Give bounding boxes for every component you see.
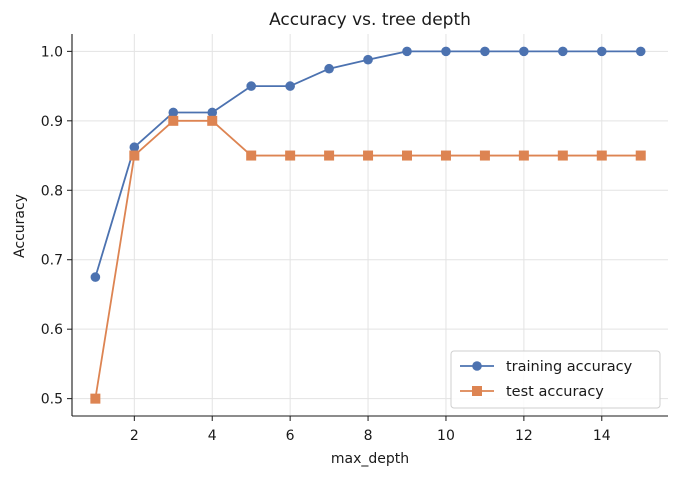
data-point xyxy=(324,63,334,74)
data-point xyxy=(441,46,451,57)
y-axis-ticks: 0.5 0.6 0.7 0.8 0.9 1.0 xyxy=(41,44,72,408)
legend-entry: test accuracy xyxy=(460,384,604,400)
data-point xyxy=(480,46,490,57)
data-point xyxy=(596,150,607,161)
chart-title: Accuracy vs. tree depth xyxy=(269,10,471,30)
legend-label: test accuracy xyxy=(506,384,604,400)
data-point xyxy=(519,46,529,57)
data-point xyxy=(479,150,490,161)
data-point xyxy=(518,150,529,161)
data-point xyxy=(168,107,179,118)
x-tick-label: 2 xyxy=(130,428,139,444)
legend-marker xyxy=(472,386,482,396)
legend-box xyxy=(450,350,661,409)
data-point xyxy=(558,46,568,57)
axes xyxy=(71,34,668,417)
data-point xyxy=(557,150,568,161)
legend-entry: training accuracy xyxy=(460,359,633,375)
data-point xyxy=(207,115,218,126)
data-point xyxy=(285,150,296,161)
data-point xyxy=(635,150,646,161)
x-tick-label: 6 xyxy=(286,428,295,444)
data-point xyxy=(363,150,374,161)
data-point xyxy=(129,142,140,153)
y-axis-label: Accuracy xyxy=(12,194,28,258)
legend-label: training accuracy xyxy=(506,359,633,375)
x-axis-label: max_depth xyxy=(331,451,409,467)
series-training-accuracy xyxy=(90,46,646,282)
x-tick-label: 8 xyxy=(364,428,373,444)
plot-series xyxy=(90,46,646,404)
data-point xyxy=(324,150,335,161)
data-point xyxy=(402,46,412,57)
data-point xyxy=(90,393,101,404)
data-point xyxy=(129,150,140,161)
data-point xyxy=(285,81,295,91)
legend: training accuracy test accuracy xyxy=(450,350,661,409)
data-point xyxy=(363,54,373,65)
y-tick-label: 1.0 xyxy=(41,44,63,60)
x-tick-label: 12 xyxy=(515,428,533,444)
data-point xyxy=(246,150,257,161)
data-point xyxy=(90,272,101,282)
x-tick-label: 4 xyxy=(208,428,217,444)
y-tick-label: 0.6 xyxy=(41,322,63,338)
y-tick-label: 0.7 xyxy=(41,253,63,269)
data-point xyxy=(635,46,646,57)
x-tick-label: 10 xyxy=(437,428,455,444)
data-point xyxy=(402,150,413,161)
y-tick-label: 0.9 xyxy=(41,114,63,130)
data-point xyxy=(596,46,607,57)
y-tick-label: 0.5 xyxy=(41,392,63,408)
x-axis-ticks: 2 4 6 8 10 12 14 xyxy=(130,416,611,444)
data-point xyxy=(440,150,451,161)
data-point xyxy=(207,107,218,118)
legend-marker xyxy=(472,361,482,371)
series-test-accuracy xyxy=(90,115,646,404)
data-point xyxy=(168,115,179,126)
x-tick-label: 14 xyxy=(593,428,611,444)
y-tick-label: 0.8 xyxy=(41,183,63,199)
data-point xyxy=(246,81,256,91)
